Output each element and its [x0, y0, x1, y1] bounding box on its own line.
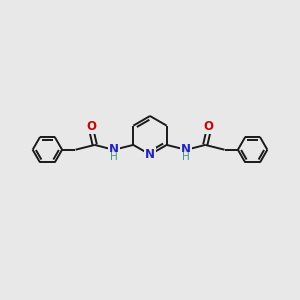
Text: N: N: [145, 148, 155, 161]
Text: H: H: [110, 152, 118, 162]
Text: N: N: [181, 143, 191, 156]
Text: O: O: [203, 121, 213, 134]
Text: H: H: [182, 152, 190, 162]
Text: O: O: [87, 121, 97, 134]
Text: N: N: [109, 143, 119, 156]
